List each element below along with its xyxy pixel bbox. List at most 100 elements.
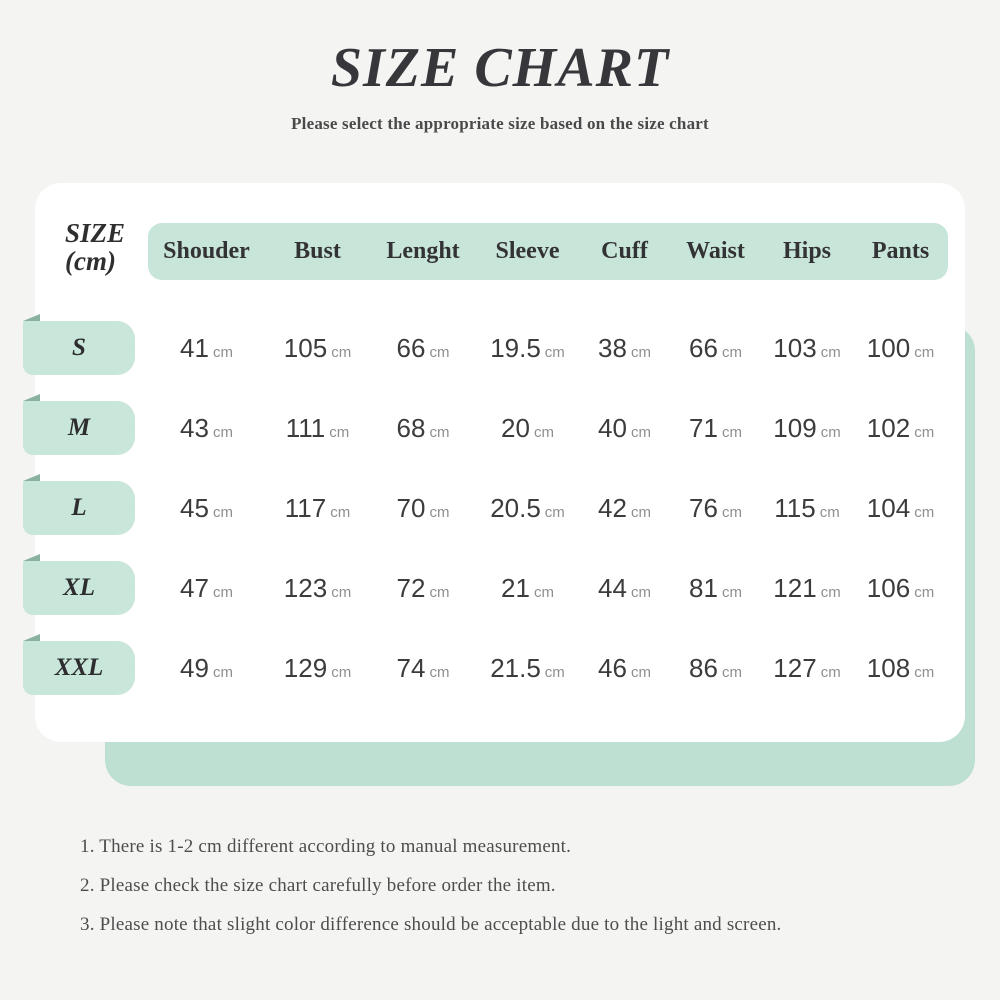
table-cell: 68 cm [370,413,476,444]
size-tab-l: L [23,481,135,535]
table-cell: 19.5 cm [476,333,579,364]
cell-value: 70 [396,492,426,523]
cell-value: 129 [283,652,328,683]
cell-value: 86 [689,652,718,683]
corner-label-line2: (cm) [65,246,116,276]
cell-value: 47 [180,572,209,603]
cell-unit: cm [330,503,351,521]
cell-value: 100 [866,332,911,363]
table-cell: 105 cm [265,333,370,364]
cell-unit: cm [914,423,935,441]
cell-value: 68 [396,412,426,443]
table-cell: 74 cm [370,653,476,684]
size-tab-xl: XL [23,561,135,615]
row-cells: 49 cm 129 cm 74 cm 21.5 cm 46 cm 86 cm 127 cm 1… [148,641,948,695]
cell-unit: cm [212,423,233,441]
cell-unit: cm [630,503,651,521]
table-cell: 38 cm [579,333,670,364]
size-chart-card: SIZE (cm) Shouder Bust Lenght Sleeve Cuf… [23,183,975,786]
note-2: 2. Please check the size chart carefully… [80,875,556,896]
column-header-length: Lenght [386,238,460,264]
cell-unit: cm [212,663,233,681]
cell-unit: cm [630,663,651,681]
cell-unit: cm [533,583,554,601]
size-tab-xxl: XXL [23,641,135,695]
table-cell: 21 cm [476,573,579,604]
table-cell: 20 cm [476,413,579,444]
table-cell: 111 cm [265,413,370,444]
cell-value: 45 [180,492,209,523]
cell-value: 74 [396,652,426,683]
card-surface: SIZE (cm) Shouder Bust Lenght Sleeve Cuf… [23,183,965,742]
cell-unit: cm [721,423,742,441]
row-cells: 47 cm 123 cm 72 cm 21 cm 44 cm 81 cm 121 cm 106… [148,561,948,615]
page-title: SIZE CHART [330,37,670,99]
cell-unit: cm [331,663,352,681]
cell-value: 121 [773,572,817,603]
table-cell: 71 cm [670,413,761,444]
table-cell: 43 cm [148,413,265,444]
cell-unit: cm [329,423,350,441]
table-cell: 45 cm [148,493,265,524]
cell-unit: cm [721,343,742,361]
page-subtitle: Please select the appropriate size based… [291,114,709,133]
row-cells: 41 cm 105 cm 66 cm 19.5 cm 38 cm 66 cm 103 cm 1… [148,321,948,375]
cell-unit: cm [914,583,935,601]
table-cell: 46 cm [579,653,670,684]
table-cell: 86 cm [670,653,761,684]
note-1: 1. There is 1-2 cm different according t… [80,836,572,857]
cell-unit: cm [544,343,565,361]
cell-unit: cm [212,583,233,601]
cell-value: 109 [773,412,817,443]
cell-value: 117 [284,492,327,523]
corner-label-line1: SIZE [65,218,126,248]
table-cell: 47 cm [148,573,265,604]
cell-unit: cm [331,583,352,601]
cell-unit: cm [721,503,742,521]
cell-unit: cm [429,423,450,441]
cell-value: 43 [180,412,209,443]
row-cells: 45 cm 117 cm 70 cm 20.5 cm 42 cm 76 cm 115 cm 1… [148,481,948,535]
column-header-pants: Pants [871,238,930,264]
table-cell: 109 cm [761,413,853,444]
cell-unit: cm [820,423,841,441]
table-cell: 117 cm [265,493,370,524]
cell-unit: cm [721,663,742,681]
table-row: XL 47 cm 123 cm 72 cm 21 cm 44 cm 81 cm 121 cm … [23,561,965,615]
table-cell: 20.5 cm [476,493,579,524]
cell-value: 66 [396,332,426,363]
table-cell: 49 cm [148,653,265,684]
cell-value: 104 [866,492,911,523]
cell-unit: cm [914,503,935,521]
table-row: XXL 49 cm 129 cm 74 cm 21.5 cm 46 cm 86 cm 127… [23,641,965,695]
cell-value: 41 [180,332,209,363]
note-3: 3. Please note that slight color differe… [80,914,782,935]
table-cell: 44 cm [579,573,670,604]
table-cell: 104 cm [853,493,948,524]
cell-value: 20 [501,412,530,443]
cell-unit: cm [544,663,565,681]
table-cell: 100 cm [853,333,948,364]
cell-value: 20.5 [490,492,541,523]
cell-unit: cm [630,423,651,441]
cell-value: 42 [598,492,627,523]
cell-value: 123 [283,572,328,603]
size-tab-label: S [72,334,86,361]
table-cell: 76 cm [670,493,761,524]
column-header-sleeve: Sleeve [495,238,560,264]
table-cell: 121 cm [761,573,853,604]
cell-value: 127 [773,652,817,683]
column-header-hips: Hips [782,238,832,264]
table-cell: 129 cm [265,653,370,684]
cell-unit: cm [429,343,450,361]
column-header-cuff: Cuff [601,238,648,264]
size-tab-label: XXL [54,654,104,681]
cell-value: 49 [180,652,209,683]
size-tab-m: M [23,401,135,455]
size-tab-label: M [67,414,91,441]
cell-value: 21.5 [490,652,541,683]
cell-value: 44 [598,572,627,603]
cell-unit: cm [819,503,840,521]
cell-value: 46 [598,652,627,683]
